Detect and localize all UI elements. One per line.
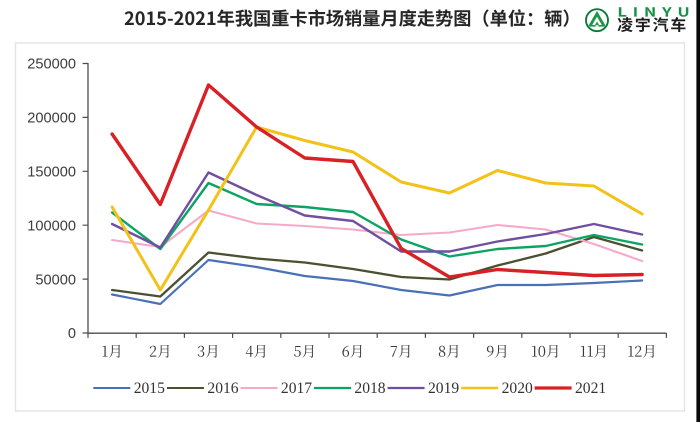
svg-text:150000: 150000 (27, 165, 76, 181)
svg-text:2020: 2020 (502, 380, 533, 397)
svg-text:2021: 2021 (575, 380, 606, 397)
svg-text:50000: 50000 (35, 272, 76, 288)
svg-text:2015: 2015 (134, 380, 165, 397)
svg-text:2016: 2016 (207, 380, 238, 397)
svg-text:0: 0 (68, 326, 76, 342)
svg-text:200000: 200000 (27, 111, 76, 127)
svg-text:100000: 100000 (27, 218, 76, 234)
svg-text:250000: 250000 (27, 57, 76, 73)
svg-text:2019: 2019 (428, 380, 459, 397)
svg-text:2018: 2018 (354, 380, 385, 397)
svg-text:2017: 2017 (281, 380, 312, 397)
